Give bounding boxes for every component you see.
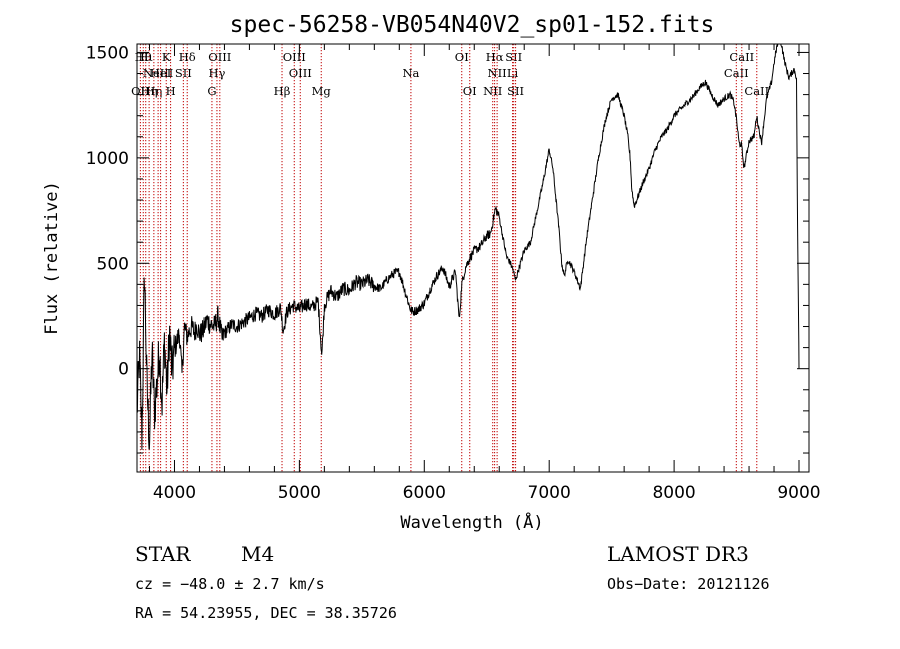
line-label: SII: [505, 50, 522, 64]
line-label: CaII: [729, 50, 754, 64]
line-label: NII: [488, 66, 507, 80]
line-label: Li: [507, 66, 519, 80]
line-label: G: [207, 84, 216, 98]
line-label: CaII: [744, 84, 769, 98]
chart-title: spec-56258-VB054N40V2_sp01-152.fits: [230, 12, 715, 38]
line-label: Na: [402, 66, 419, 80]
line-label: Hθ: [135, 50, 152, 64]
x-tick-label: 7000: [528, 483, 571, 503]
x-axis-label: Wavelength (Å): [400, 511, 543, 533]
survey-name: LAMOST DR3: [607, 542, 749, 566]
line-label: OII: [131, 84, 150, 98]
x-tick-label: 4000: [153, 483, 196, 503]
line-label: K: [162, 50, 171, 64]
line-label: OIII: [289, 66, 312, 80]
y-tick-label: 500: [97, 254, 129, 274]
object-subclass: M4: [241, 542, 274, 566]
line-label: H: [166, 84, 176, 98]
line-label: CaII: [724, 66, 749, 80]
y-tick-label: 0: [118, 360, 129, 380]
line-label: Hγ: [208, 66, 225, 80]
line-label: Hα: [486, 50, 504, 64]
line-label: Mg: [312, 84, 332, 98]
plot-frame: [136, 43, 810, 473]
axis-ticks: [137, 44, 809, 472]
line-label: OIII: [208, 50, 231, 64]
line-label: Hβ: [274, 84, 291, 98]
line-label: OI: [463, 84, 477, 98]
line-label: NII: [483, 84, 502, 98]
line-label: Hδ: [179, 50, 196, 64]
line-label: Hη: [141, 84, 158, 98]
x-tick-label: 9000: [777, 483, 820, 503]
x-tick-label: 8000: [652, 483, 695, 503]
y-axis-label: Flux (relative): [42, 181, 62, 335]
line-label: Hη: [145, 84, 162, 98]
object-class: STAR: [135, 542, 191, 566]
spectrum-series-line: [136, 43, 800, 450]
coordinates-text: RA = 54.23955, DEC = 38.35726: [135, 604, 397, 622]
y-tick-label: 1000: [86, 149, 129, 169]
y-tick-label: 1500: [86, 43, 129, 63]
x-tick-label: 5000: [278, 483, 321, 503]
line-label: OIII: [283, 50, 306, 64]
spectral-line-markers: OIIHθHιHηHηNeIIIHeIKHSIIHδGHγOIIIHβOIIIO…: [131, 44, 769, 472]
line-label: SII: [175, 66, 192, 80]
redshift-text: cz = −48.0 ± 2.7 km/s: [135, 575, 325, 593]
line-label: HeI: [150, 66, 171, 80]
obs-date-text: Obs−Date: 20121126: [607, 575, 770, 593]
line-label: OI: [455, 50, 469, 64]
line-label: SII: [507, 84, 524, 98]
x-tick-label: 6000: [403, 483, 446, 503]
line-label: NeIII: [143, 66, 174, 80]
tick-labels: 4000 5000 6000 7000 8000 9000 0 500 1000 1500: [86, 43, 821, 503]
